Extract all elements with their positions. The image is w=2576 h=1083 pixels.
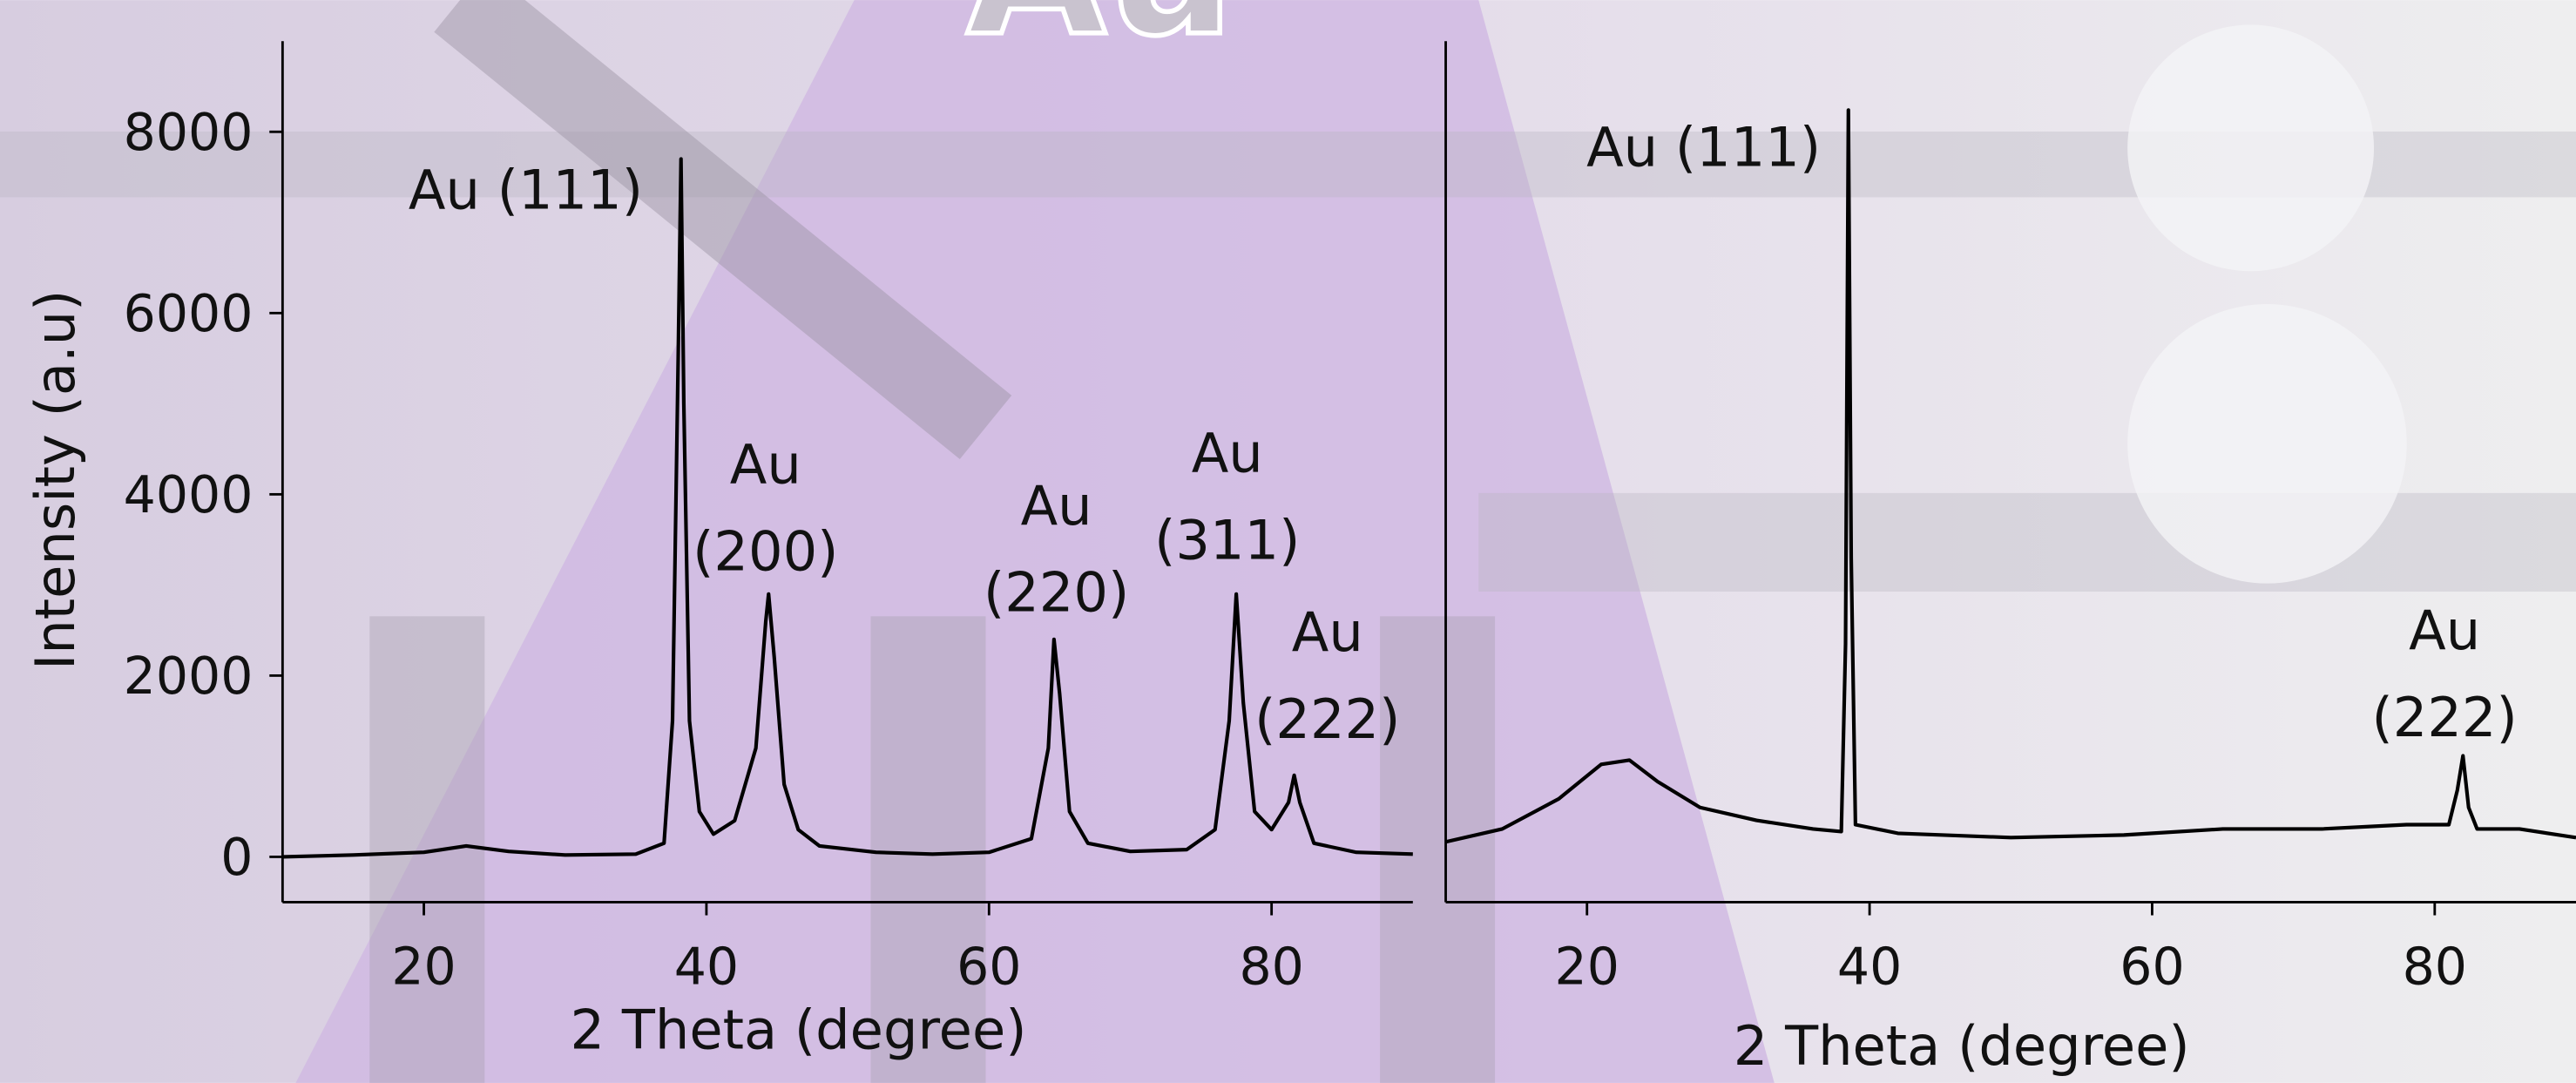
- annotation: (220): [984, 561, 1129, 625]
- annotation: (200): [693, 520, 838, 584]
- x-tick-label: 20: [391, 937, 456, 997]
- background-glyph: [1380, 616, 1496, 1083]
- annotation: (222): [1254, 687, 1400, 751]
- background-ball: [2127, 24, 2375, 272]
- plots: 20 40 60 80 0 2000 4000 6000 8000 2 Theta (degree…: [24, 41, 2576, 1078]
- y-axis-label: Intensity (a.u): [24, 290, 87, 670]
- annotation: (222): [2371, 686, 2517, 749]
- background-bar: [1478, 492, 2576, 592]
- y-tick-label: 8000: [124, 103, 254, 162]
- line-series: [1445, 108, 2576, 844]
- watermark: Au: [966, 0, 1234, 76]
- x-axis-label: 2 Theta (degree): [1734, 1014, 2190, 1078]
- x-tick-label: 40: [1837, 937, 1902, 997]
- x-tick-label: 60: [957, 937, 1021, 997]
- annotation: Au: [1292, 600, 1363, 664]
- x-axis-label: 2 Theta (degree): [571, 998, 1027, 1061]
- y-tick-label: 6000: [124, 284, 254, 343]
- x-tick-label: 80: [1239, 937, 1303, 997]
- annotation: Au (111): [409, 159, 643, 222]
- annotation: (311): [1154, 508, 1300, 572]
- x-tick-label: 20: [1555, 937, 1619, 997]
- y-tick-label: 0: [220, 828, 253, 887]
- y-tick-label: 4000: [124, 465, 254, 525]
- background-ball: [2127, 303, 2407, 584]
- annotation: Au (111): [1586, 116, 1821, 179]
- background-glyph: [369, 616, 485, 1083]
- annotation: Au: [730, 433, 801, 497]
- y-tick-label: 2000: [124, 646, 254, 706]
- annotation: Au: [1021, 474, 1092, 538]
- line-series: [282, 157, 1413, 859]
- annotation: Au: [1192, 421, 1263, 484]
- background-glyph: [870, 616, 986, 1083]
- annotation: Au: [2409, 599, 2480, 662]
- x-tick-label: 80: [2403, 937, 2467, 997]
- background-bar: [434, 0, 1012, 460]
- x-tick-label: 60: [2120, 937, 2184, 997]
- x-tick-label: 40: [674, 937, 739, 997]
